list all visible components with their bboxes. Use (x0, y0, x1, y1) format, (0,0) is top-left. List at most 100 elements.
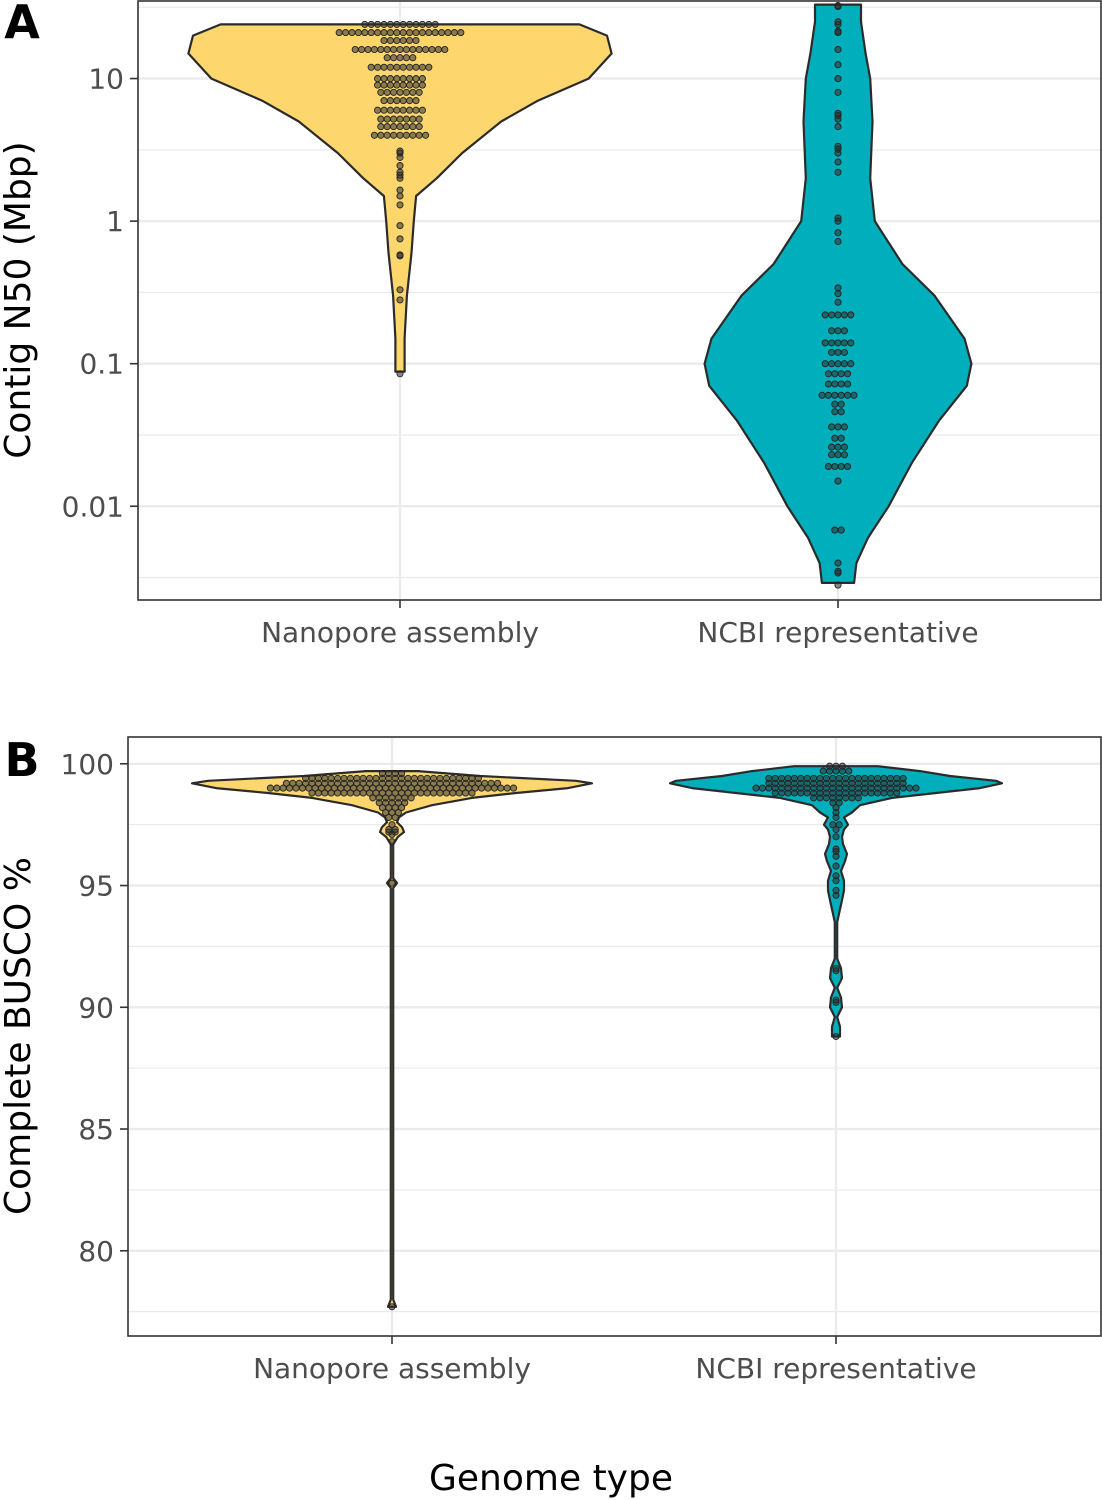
data-point (398, 804, 406, 812)
data-point (906, 784, 914, 792)
data-point (266, 784, 274, 792)
data-point (406, 63, 414, 71)
data-point (418, 20, 426, 28)
data-point (396, 370, 404, 378)
data-point (834, 567, 842, 575)
data-point (386, 97, 394, 105)
data-point (845, 767, 853, 775)
data-point (431, 29, 439, 37)
data-point (758, 784, 766, 792)
data-point (771, 774, 779, 782)
data-point (399, 97, 407, 105)
data-point (844, 370, 852, 378)
y-tick-label: 80 (78, 1235, 114, 1268)
data-point (386, 29, 394, 37)
data-point (383, 45, 391, 54)
data-point (824, 380, 832, 388)
data-point (415, 123, 423, 131)
data-point (816, 774, 824, 782)
data-point (327, 774, 335, 782)
data-point (824, 391, 832, 399)
data-point (832, 964, 840, 972)
data-point (321, 774, 329, 782)
data-point (409, 115, 417, 123)
data-point (418, 75, 426, 83)
data-point (390, 88, 398, 96)
data-point (386, 75, 394, 83)
panel-a-frame (137, 0, 1102, 601)
data-point (308, 774, 316, 782)
data-point (831, 370, 839, 378)
data-point (425, 63, 433, 71)
data-point (828, 311, 836, 319)
data-point (409, 131, 417, 139)
data-point (899, 774, 907, 782)
data-point (834, 443, 842, 451)
data-point (503, 784, 511, 792)
data-point (415, 131, 423, 139)
data-point (393, 75, 401, 83)
y-tick-label: 10 (88, 63, 124, 96)
data-point (431, 20, 439, 28)
data-point (393, 36, 401, 45)
data-point (834, 109, 842, 117)
data-point (810, 774, 818, 782)
data-point (406, 81, 414, 89)
violin-nanopore (190, 770, 594, 1308)
data-point (831, 434, 839, 442)
data-point (399, 106, 407, 114)
data-point (380, 106, 388, 114)
data-point (394, 808, 402, 817)
data-point (367, 29, 375, 37)
data-point (824, 370, 832, 378)
data-point (821, 339, 829, 347)
data-point (383, 131, 391, 139)
data-point (834, 477, 842, 485)
panel-b-violins (190, 765, 1004, 1308)
data-point (832, 862, 840, 870)
data-point (828, 423, 836, 431)
data-point (837, 408, 845, 416)
data-point (399, 63, 407, 71)
panel-a-x-tick-label-nanopore: Nanopore assembly (261, 616, 539, 649)
panel-a-x-tick-label-ncbi: NCBI representative (697, 616, 978, 649)
panel-a-x-axis (399, 600, 839, 608)
data-point (765, 774, 773, 782)
data-point (436, 774, 444, 782)
data-point (831, 380, 839, 388)
data-point (396, 88, 404, 96)
data-point (886, 774, 894, 782)
data-point (828, 360, 836, 368)
data-point (380, 81, 388, 89)
data-point (335, 29, 343, 37)
data-point (399, 36, 407, 45)
data-point (399, 75, 407, 83)
data-point (402, 123, 410, 131)
data-point (380, 63, 388, 71)
data-point (415, 88, 423, 96)
data-point (442, 774, 450, 782)
data-point (819, 767, 827, 775)
data-point (391, 813, 399, 821)
data-point (302, 774, 310, 782)
data-point (396, 115, 404, 123)
data-point (834, 360, 842, 368)
data-point (396, 235, 404, 243)
data-point (390, 123, 398, 131)
data-point (396, 162, 404, 170)
data-point (402, 45, 410, 54)
data-point (396, 192, 404, 200)
data-point (834, 158, 842, 166)
data-point (847, 311, 855, 319)
panel-a-label: A (4, 0, 40, 49)
data-point (874, 774, 882, 782)
data-point (438, 29, 446, 37)
data-point (832, 804, 840, 812)
data-point (418, 106, 426, 114)
data-point (374, 81, 382, 89)
data-point (797, 774, 805, 782)
data-point (366, 774, 374, 782)
data-point (386, 20, 394, 28)
data-point (404, 774, 412, 782)
